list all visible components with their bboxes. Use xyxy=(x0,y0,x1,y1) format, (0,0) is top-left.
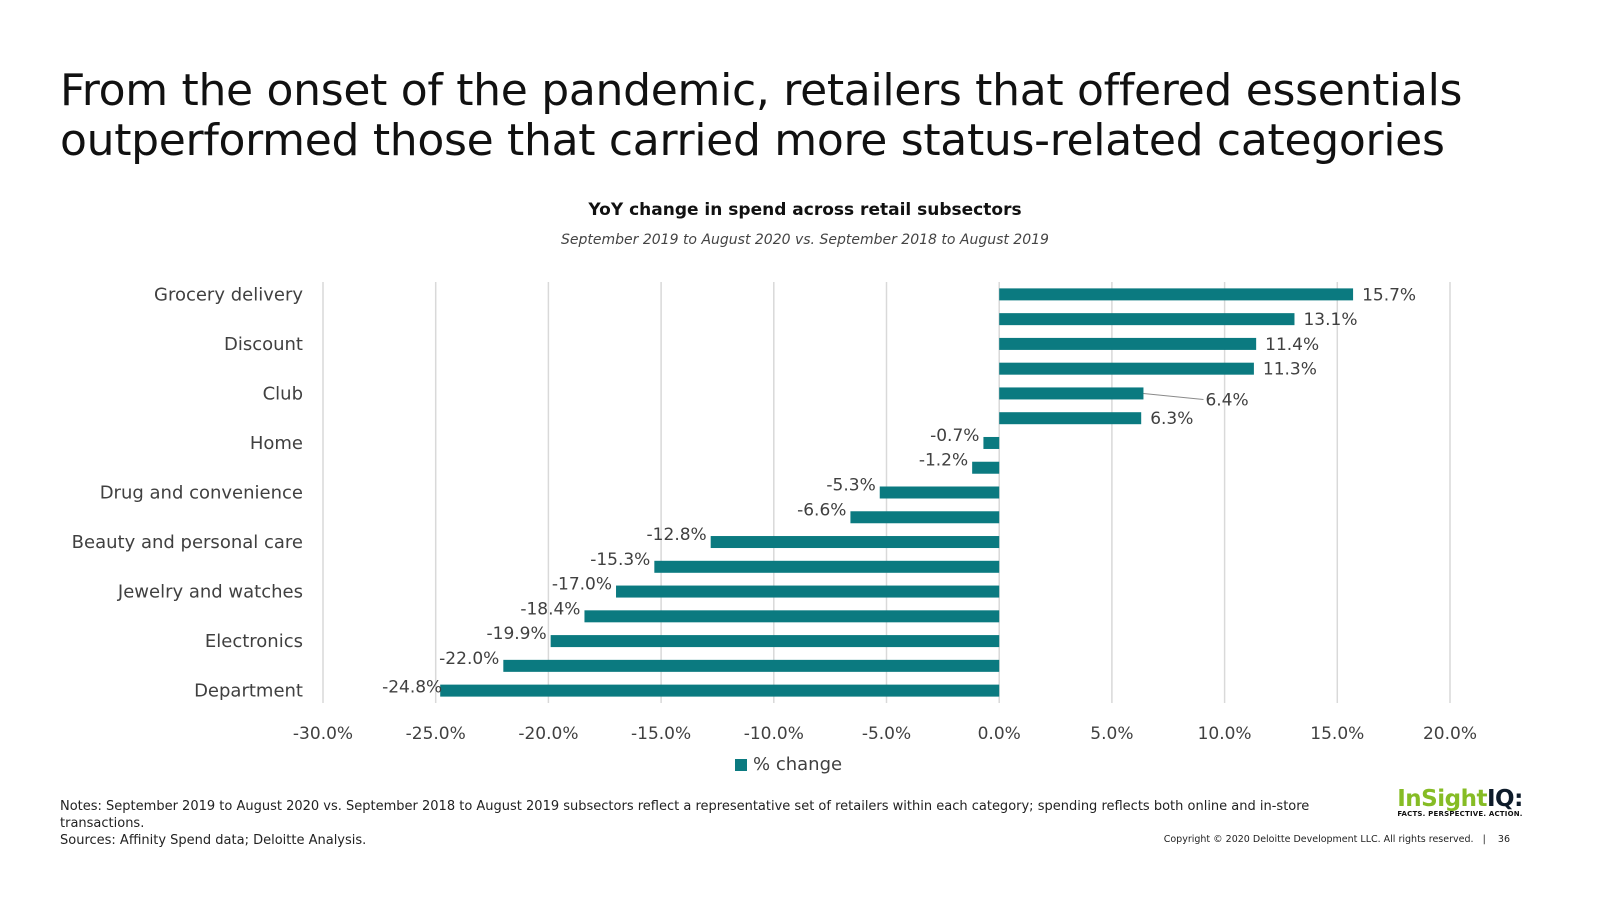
bar xyxy=(550,635,1000,648)
x-tick-label: 5.0% xyxy=(1090,724,1133,744)
bar xyxy=(654,560,1000,573)
bar xyxy=(972,461,1000,474)
bar xyxy=(999,337,1257,350)
x-tick-label: 10.0% xyxy=(1198,724,1252,744)
data-label: 6.3% xyxy=(1150,409,1193,429)
sources-text: Sources: Affinity Spend data; Deloitte A… xyxy=(60,833,367,848)
logo-wordmark: InSightIQ: xyxy=(1395,786,1525,812)
logo-part2: IQ: xyxy=(1486,786,1523,812)
bar-chart: -30.0% -25.0% -20.0% -15.0% -10.0% -5.0% 0.0% 5… xyxy=(72,282,1477,775)
bar xyxy=(616,585,1000,598)
data-label: -17.0% xyxy=(552,575,612,595)
notes-text: Notes: September 2019 to August 2020 vs.… xyxy=(60,799,1310,831)
x-tick-label: 20.0% xyxy=(1423,724,1477,744)
bar xyxy=(503,659,1000,672)
y-category-label: Club xyxy=(263,383,303,404)
bar xyxy=(999,387,1144,400)
x-tick-label: -20.0% xyxy=(518,724,578,744)
copyright-footer: Copyright © 2020 Deloitte Development LL… xyxy=(1100,834,1510,845)
bar xyxy=(999,288,1354,301)
bar xyxy=(440,684,1000,697)
y-category-label: Drug and convenience xyxy=(100,483,303,504)
data-label: -5.3% xyxy=(826,476,875,496)
data-label: 11.4% xyxy=(1265,335,1319,355)
data-label: -0.7% xyxy=(930,426,979,446)
x-tick-label: -30.0% xyxy=(293,724,353,744)
legend-label: % change xyxy=(753,754,842,775)
notes-block: Notes: September 2019 to August 2020 vs.… xyxy=(60,798,1380,849)
data-label: 6.4% xyxy=(1205,390,1248,410)
bar xyxy=(879,486,1000,499)
data-label: -18.4% xyxy=(520,599,580,619)
bar xyxy=(710,536,1000,549)
bar xyxy=(999,313,1295,326)
footer-separator: | xyxy=(1476,834,1495,845)
y-category-label: Beauty and personal care xyxy=(72,532,303,553)
x-tick-label: -5.0% xyxy=(862,724,911,744)
bar xyxy=(999,412,1142,425)
data-label: -1.2% xyxy=(919,451,968,471)
data-label: -24.8% xyxy=(382,678,442,698)
x-tick-label: -25.0% xyxy=(406,724,466,744)
data-label: 11.3% xyxy=(1263,360,1317,380)
chart-title: YoY change in spend across retail subsec… xyxy=(588,200,1022,220)
y-category-label: Discount xyxy=(224,334,303,355)
y-category-label: Jewelry and watches xyxy=(117,582,303,603)
y-category-label: Grocery delivery xyxy=(154,284,303,305)
x-tick-label: -10.0% xyxy=(744,724,804,744)
bar xyxy=(584,610,1000,623)
data-label: -22.0% xyxy=(439,649,499,669)
slide-title: From the onset of the pandemic, retailer… xyxy=(60,65,1463,166)
y-category-label: Department xyxy=(194,681,303,702)
data-label: -19.9% xyxy=(487,624,547,644)
insightiq-logo: InSightIQ: FACTS. PERSPECTIVE. ACTION. xyxy=(1395,786,1525,818)
x-tick-label: 0.0% xyxy=(978,724,1021,744)
bar xyxy=(983,436,1000,449)
chart-subtitle: September 2019 to August 2020 vs. Septem… xyxy=(561,232,1049,248)
y-category-label: Electronics xyxy=(205,631,303,652)
x-tick-label: -15.0% xyxy=(631,724,691,744)
data-label: -15.3% xyxy=(590,550,650,570)
y-category-label: Home xyxy=(250,433,303,454)
data-label: 13.1% xyxy=(1303,310,1357,330)
x-tick-label: 15.0% xyxy=(1310,724,1364,744)
bar xyxy=(850,511,1000,524)
data-label: 15.7% xyxy=(1362,285,1416,305)
page-number: 36 xyxy=(1497,834,1510,845)
data-label: -6.6% xyxy=(797,500,846,520)
bar xyxy=(999,362,1254,375)
logo-tagline: FACTS. PERSPECTIVE. ACTION. xyxy=(1397,810,1523,818)
logo-part1: InSight xyxy=(1397,786,1487,812)
copyright-text: Copyright © 2020 Deloitte Development LL… xyxy=(1163,834,1474,845)
legend-swatch xyxy=(735,759,747,771)
data-label: -12.8% xyxy=(647,525,707,545)
data-label-leader-line xyxy=(1143,392,1204,400)
